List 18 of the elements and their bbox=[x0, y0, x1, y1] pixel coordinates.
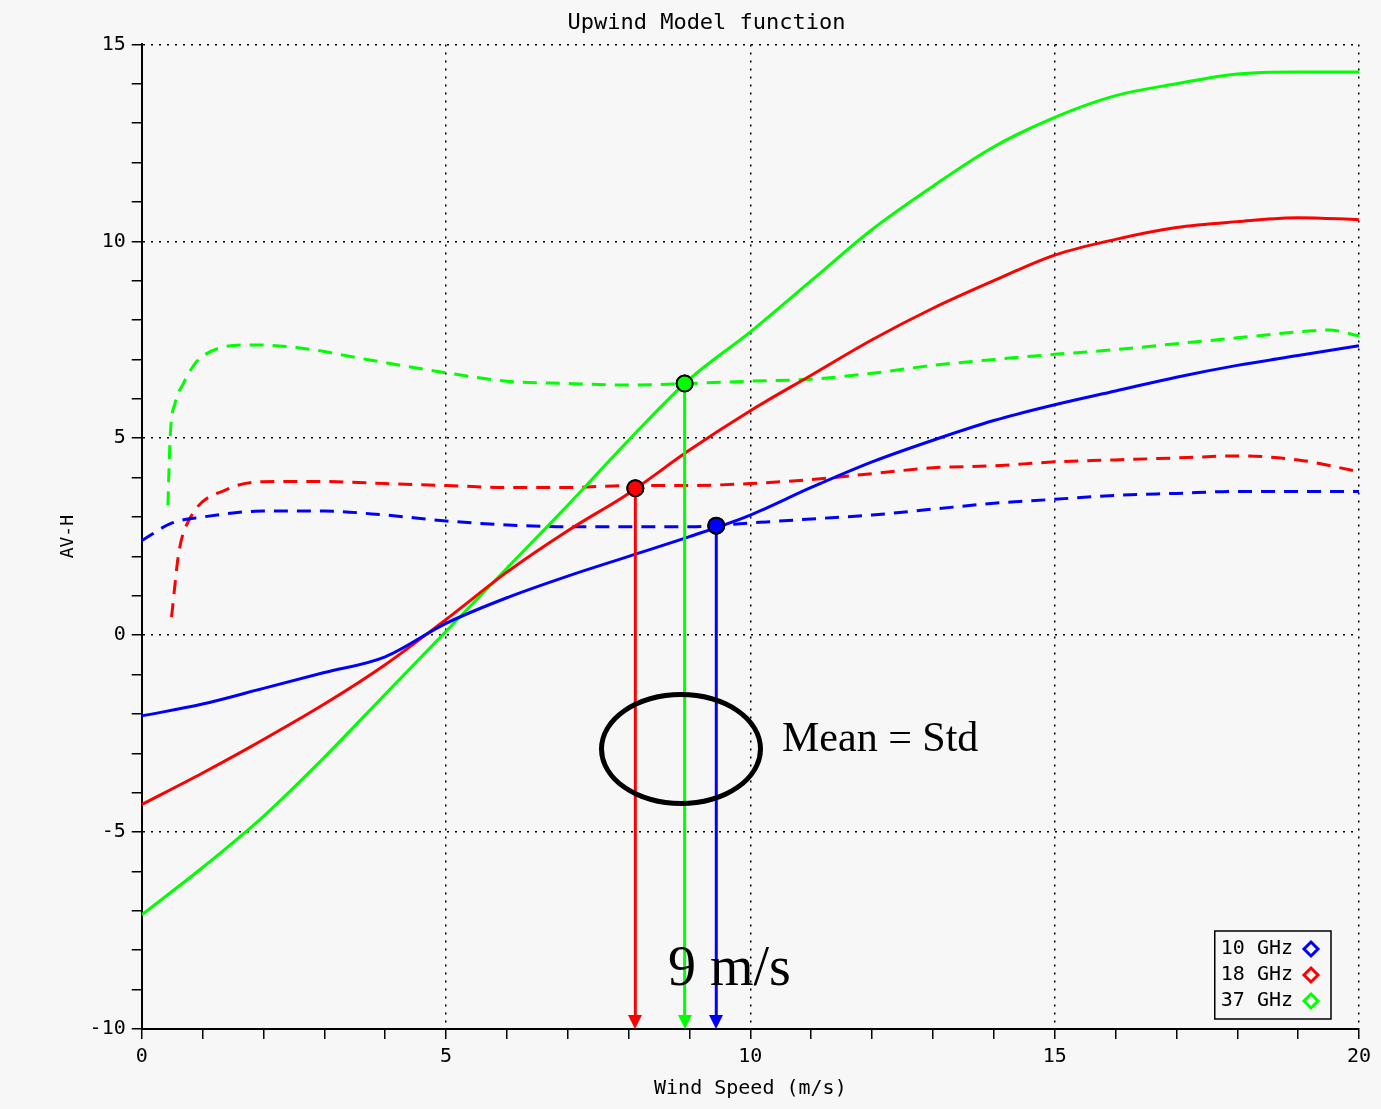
chart-title: Upwind Model function bbox=[567, 8, 846, 34]
x-tick-label: 5 bbox=[440, 1043, 453, 1068]
y-tick-label: 5 bbox=[113, 424, 126, 449]
x-tick-label: 20 bbox=[1346, 1043, 1372, 1068]
x-tick-label: 15 bbox=[1042, 1043, 1067, 1068]
y-tick-label: 15 bbox=[101, 30, 126, 55]
x-tick-label: 0 bbox=[135, 1043, 148, 1068]
y-tick-label: -5 bbox=[101, 818, 126, 843]
y-tick-label: 10 bbox=[101, 227, 126, 252]
y-tick-label: 0 bbox=[113, 621, 126, 646]
y-axis-title: AV-H bbox=[56, 515, 78, 559]
legend-label: 37 GHz bbox=[1220, 987, 1293, 1012]
legend-label: 10 GHz bbox=[1220, 935, 1293, 960]
annotation: Mean = Std bbox=[782, 714, 979, 761]
x-axis-title: Wind Speed (m/s) bbox=[654, 1075, 847, 1100]
legend-label: 18 GHz bbox=[1220, 961, 1293, 986]
y-tick-label: -10 bbox=[89, 1015, 126, 1040]
x-tick-label: 10 bbox=[738, 1043, 763, 1068]
